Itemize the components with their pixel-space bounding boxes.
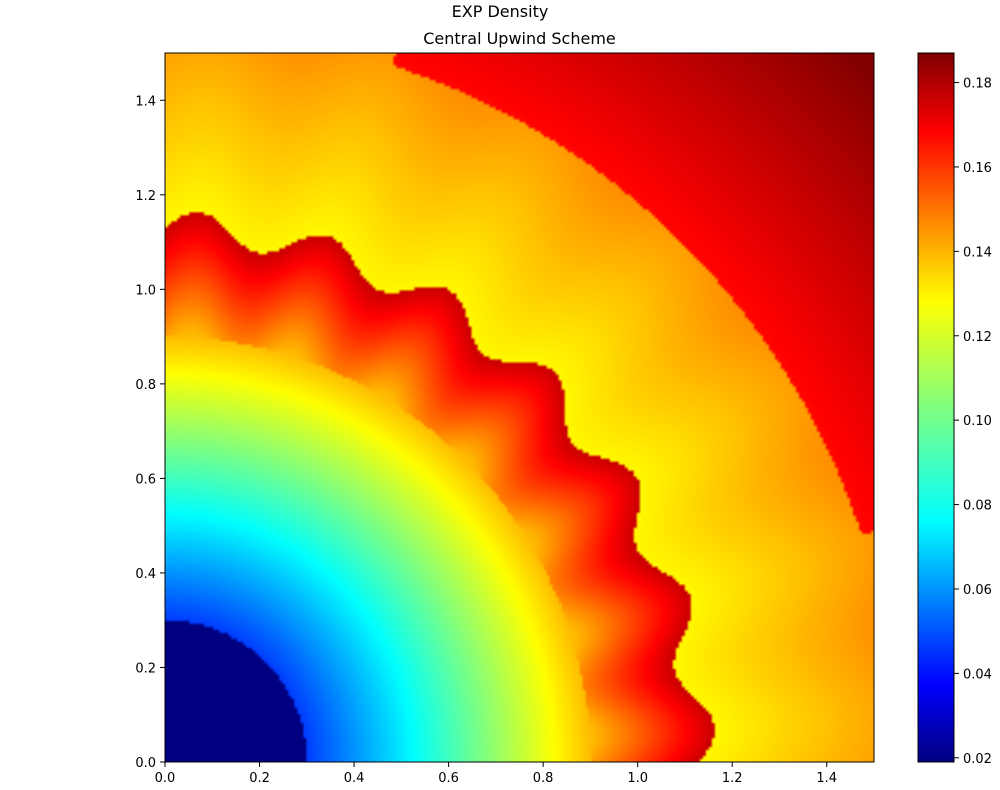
colorbar-tick-label: 0.10 [963, 414, 992, 429]
x-tick-label: 1.2 [722, 771, 743, 786]
colorbar-tick-label: 0.12 [963, 330, 992, 345]
y-tick-label: 0.2 [135, 661, 156, 676]
colorbar-tick-label: 0.08 [963, 499, 992, 514]
colorbar-ticks: 0.02 0.04 0.06 0.08 0.10 0.12 0.14 0.16 0.18 [954, 77, 992, 767]
colorbar-tick-label: 0.02 [963, 752, 992, 767]
heatmap-raster [165, 53, 874, 762]
colorbar-tick-label: 0.16 [963, 161, 992, 176]
y-tick-label: 1.2 [135, 189, 156, 204]
y-tick-label: 1.0 [135, 283, 156, 298]
colorbar-gradient [918, 53, 954, 762]
x-tick-label: 0.6 [438, 771, 459, 786]
x-tick-label: 0.8 [533, 771, 554, 786]
x-tick-label: 1.4 [816, 771, 837, 786]
y-tick-label: 0.8 [135, 378, 156, 393]
plot-frame [164, 52, 875, 763]
y-axis: 0.0 0.2 0.4 0.6 0.8 1.0 1.2 1.4 [135, 94, 165, 771]
x-axis: 0.0 0.2 0.4 0.6 0.8 1.0 1.2 1.4 [155, 762, 837, 786]
colorbar-tick-label: 0.04 [963, 667, 992, 682]
x-tick-label: 0.0 [155, 771, 176, 786]
colorbar-tick-label: 0.06 [963, 583, 992, 598]
axes-title: Central Upwind Scheme [423, 29, 616, 48]
x-tick-label: 0.2 [249, 771, 270, 786]
colorbar-frame [917, 52, 955, 763]
colorbar-tick-label: 0.18 [963, 77, 992, 92]
y-tick-label: 0.4 [135, 567, 156, 582]
y-tick-label: 1.4 [135, 94, 156, 109]
figure-suptitle: EXP Density [451, 2, 549, 21]
colorbar: 0.02 0.04 0.06 0.08 0.10 0.12 0.14 0.16 0.18 [917, 52, 992, 767]
y-tick-label: 0.0 [135, 756, 156, 771]
y-tick-label: 0.6 [135, 472, 156, 487]
colorbar-tick-label: 0.14 [963, 245, 992, 260]
x-tick-label: 0.4 [344, 771, 365, 786]
heatmap-image [165, 53, 874, 762]
x-tick-label: 1.0 [627, 771, 648, 786]
